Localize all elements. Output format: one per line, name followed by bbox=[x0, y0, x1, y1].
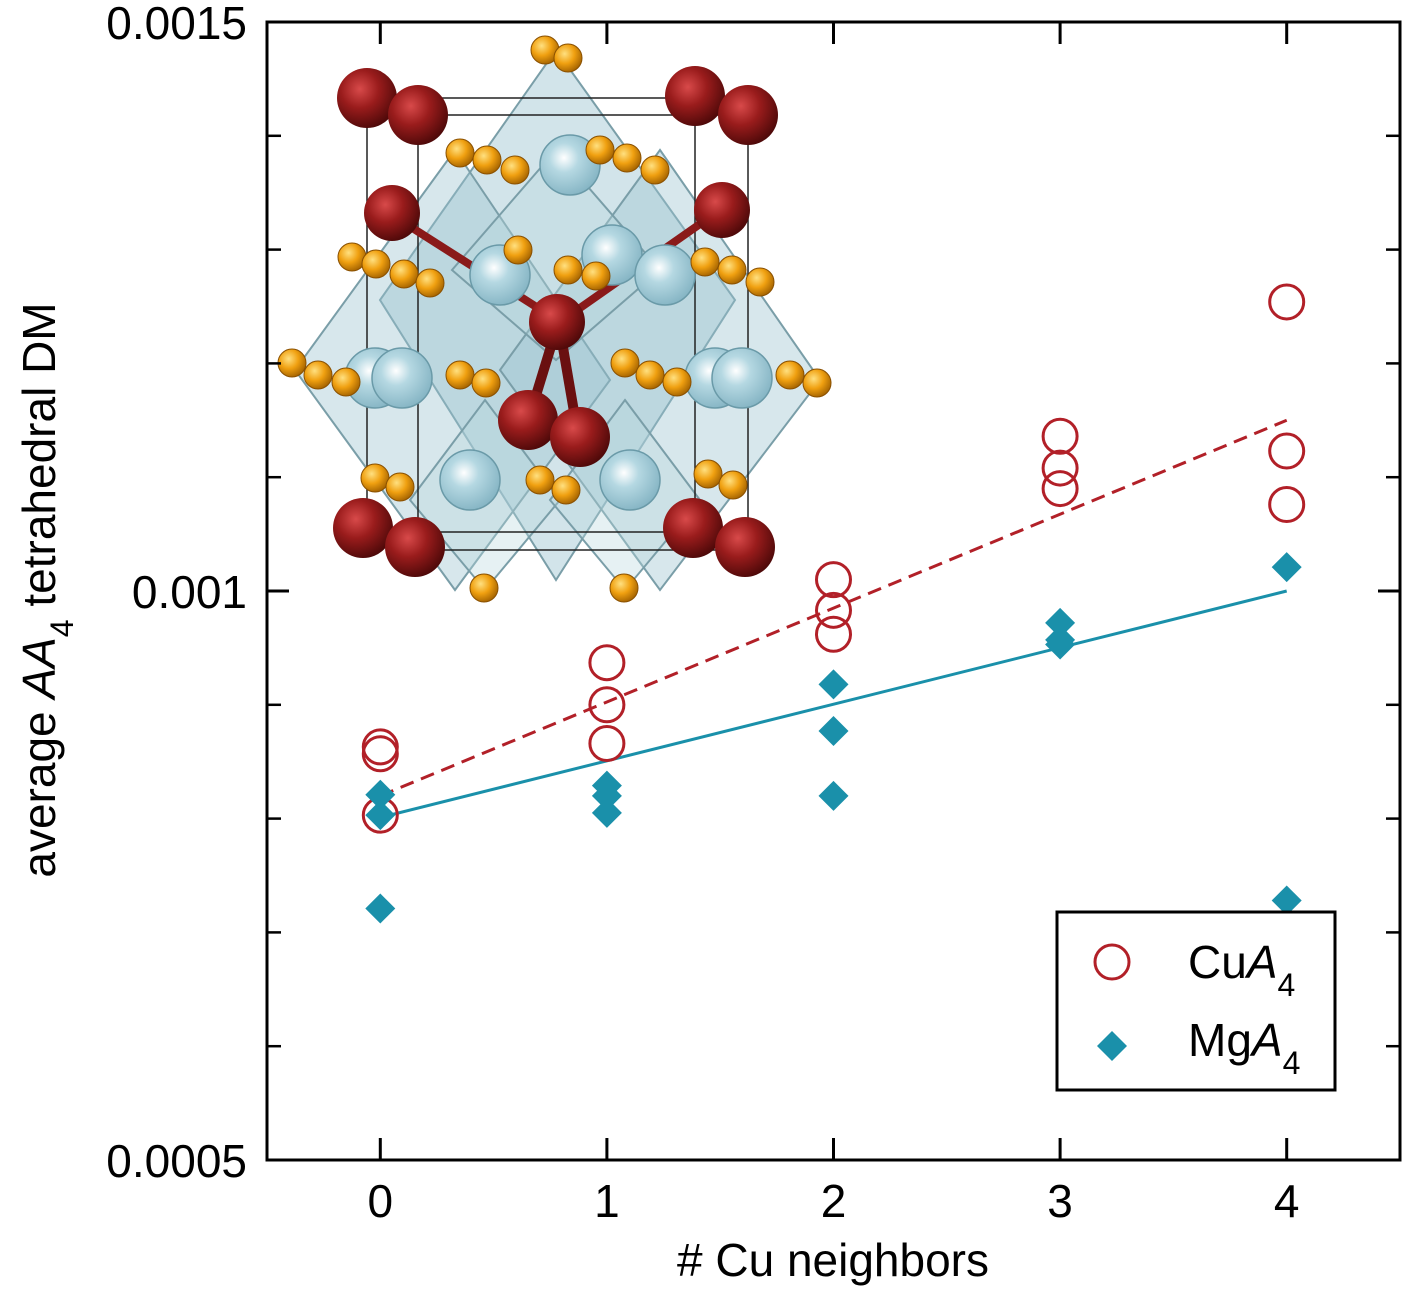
legend-label-CuA4: CuA4 bbox=[1188, 936, 1295, 1003]
orange-atoms bbox=[277, 35, 832, 603]
data-point-MgA4 bbox=[365, 779, 396, 810]
x-tick-label: 1 bbox=[594, 1175, 620, 1227]
unit-cell-back bbox=[366, 97, 696, 533]
legend-label-MgA4: MgA4 bbox=[1188, 1014, 1300, 1081]
data-point-MgA4 bbox=[818, 780, 849, 811]
fit-line-MgA4 bbox=[379, 589, 1288, 819]
y-axis-label: average AA4 tetrahedral DM bbox=[13, 302, 80, 877]
data-point-MgA4 bbox=[591, 780, 622, 811]
x-tick-label: 4 bbox=[1274, 1175, 1300, 1227]
data-point-CuA4 bbox=[588, 686, 626, 724]
data-point-MgA4 bbox=[591, 797, 622, 828]
x-axis-label: # Cu neighbors bbox=[677, 1234, 989, 1286]
data-point-MgA4 bbox=[1045, 607, 1076, 638]
legend-marker-CuA4 bbox=[1093, 943, 1131, 981]
data-point-MgA4 bbox=[365, 893, 396, 924]
fit-line-CuA4 bbox=[379, 418, 1288, 798]
legend-box bbox=[1055, 910, 1337, 1092]
data-point-CuA4 bbox=[1041, 417, 1079, 455]
data-point-CuA4 bbox=[361, 728, 399, 766]
data-point-CuA4 bbox=[361, 735, 399, 773]
data-point-MgA4 bbox=[818, 669, 849, 700]
unit-cell-front bbox=[417, 114, 749, 551]
data-point-CuA4 bbox=[1268, 283, 1306, 321]
x-tick-label: 2 bbox=[821, 1175, 847, 1227]
data-point-CuA4 bbox=[1268, 432, 1306, 470]
data-point-MgA4 bbox=[365, 800, 396, 831]
y-tick-label: 0.0005 bbox=[106, 1135, 247, 1187]
red-atoms bbox=[333, 66, 778, 577]
data-point-CuA4 bbox=[815, 561, 852, 599]
y-tick-label: 0.001 bbox=[132, 566, 247, 618]
x-tick-label: 3 bbox=[1047, 1175, 1073, 1227]
data-point-CuA4 bbox=[588, 644, 626, 682]
data-point-CuA4 bbox=[815, 615, 852, 653]
data-point-CuA4 bbox=[1041, 449, 1079, 487]
legend-marker-MgA4 bbox=[1097, 1031, 1127, 1061]
crystal-structure-inset bbox=[277, 35, 832, 603]
data-point-CuA4 bbox=[588, 724, 626, 762]
data-point-MgA4 bbox=[1271, 885, 1302, 916]
data-point-MgA4 bbox=[818, 715, 849, 746]
data-point-CuA4 bbox=[1041, 470, 1079, 508]
blue-atoms bbox=[344, 134, 773, 511]
data-point-MgA4 bbox=[1045, 629, 1076, 660]
x-tick-label: 0 bbox=[368, 1175, 394, 1227]
data-point-MgA4 bbox=[1271, 552, 1302, 583]
y-tick-label: 0.0015 bbox=[106, 0, 247, 49]
data-point-CuA4 bbox=[1268, 486, 1306, 524]
data-point-CuA4 bbox=[815, 591, 852, 629]
